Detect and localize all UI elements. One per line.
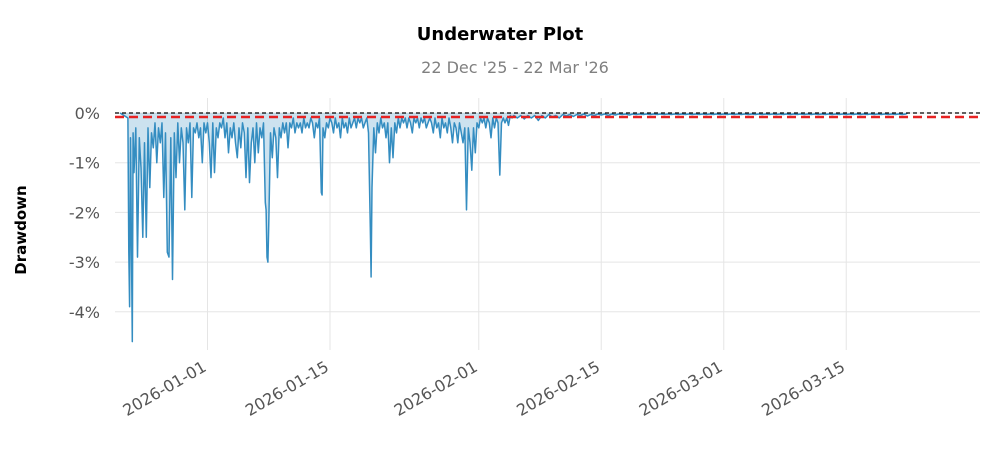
x-tick-label: 2026-02-01	[391, 357, 481, 420]
chart-title: Underwater Plot	[416, 24, 584, 45]
x-tick-label: 2026-02-15	[513, 357, 603, 420]
x-tick-label: 2026-01-01	[119, 357, 209, 420]
y-tick-label: -4%	[69, 303, 100, 322]
x-tick-label: 2026-01-15	[242, 357, 332, 420]
y-tick-label: -2%	[69, 203, 100, 222]
chart-subtitle: 22 Dec '25 - 22 Mar '26	[421, 58, 609, 77]
y-tick-label: 0%	[75, 104, 100, 123]
y-tick-label: -3%	[69, 253, 100, 272]
x-tick-label: 2026-03-01	[636, 357, 726, 420]
x-tick-label: 2026-03-15	[758, 357, 848, 420]
drawdown-line	[119, 112, 908, 343]
y-tick-label: -1%	[69, 154, 100, 173]
